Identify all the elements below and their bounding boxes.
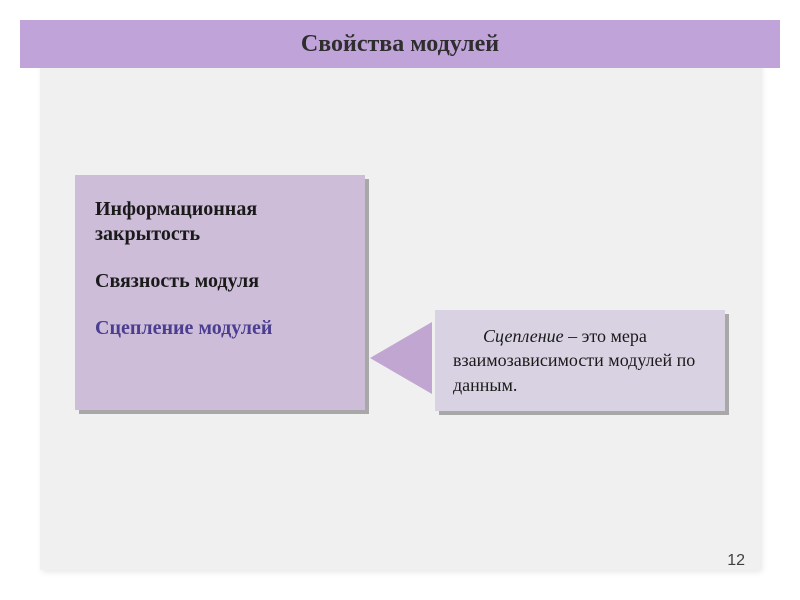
list-item: Связность модуля xyxy=(95,269,345,294)
properties-list-box: Информационная закрытость Связность моду… xyxy=(75,175,365,410)
list-item: Информационная закрытость xyxy=(95,197,345,247)
header-bar: Свойства модулей xyxy=(20,20,780,68)
list-item-text: Сцепление модулей xyxy=(95,317,272,339)
page-number: 12 xyxy=(727,552,745,570)
callout-arrow xyxy=(370,322,432,394)
list-item-text: Связность модуля xyxy=(95,270,259,292)
list-item-text: Информационная закрытость xyxy=(95,198,257,245)
page-number-value: 12 xyxy=(727,552,745,569)
header-title: Свойства модулей xyxy=(301,31,499,58)
list-item-highlighted: Сцепление модулей xyxy=(95,316,345,341)
definition-term: Сцепление xyxy=(483,326,564,346)
definition-box: Сцепление – это мера взаимозависимости м… xyxy=(435,310,725,411)
